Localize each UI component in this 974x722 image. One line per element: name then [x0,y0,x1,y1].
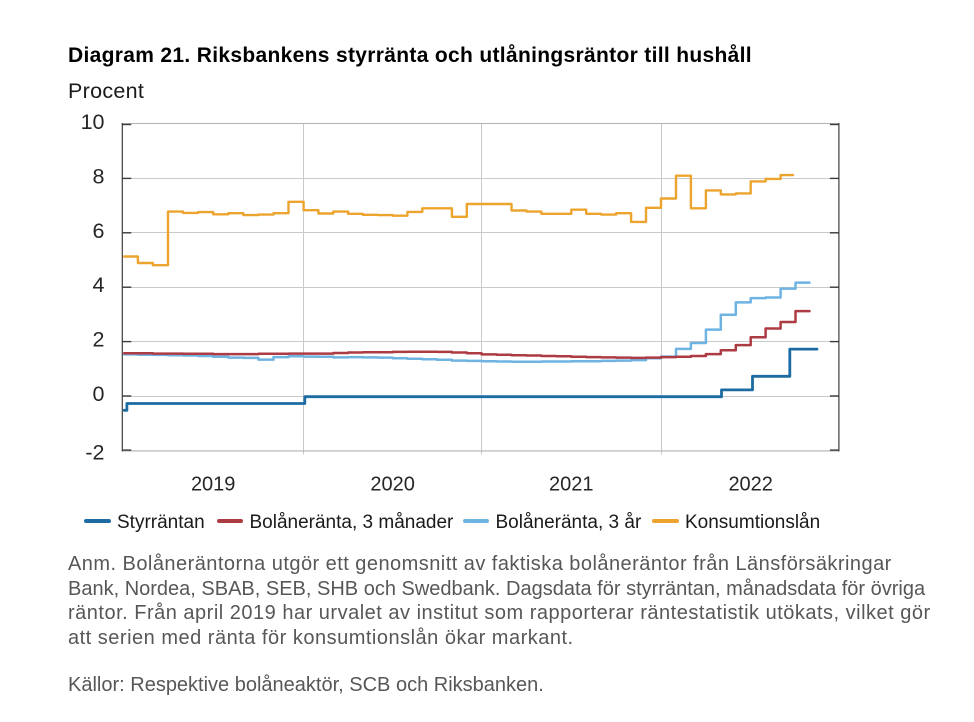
svg-text:4: 4 [93,273,105,297]
svg-text:2019: 2019 [191,474,236,496]
svg-text:2022: 2022 [728,474,773,496]
svg-text:10: 10 [81,110,105,134]
svg-text:2020: 2020 [370,474,415,496]
svg-text:0: 0 [93,382,105,406]
svg-text:6: 6 [93,219,105,243]
svg-text:2: 2 [93,328,105,352]
svg-text:8: 8 [93,164,105,188]
svg-text:-2: -2 [85,440,104,464]
svg-text:2021: 2021 [549,474,594,496]
